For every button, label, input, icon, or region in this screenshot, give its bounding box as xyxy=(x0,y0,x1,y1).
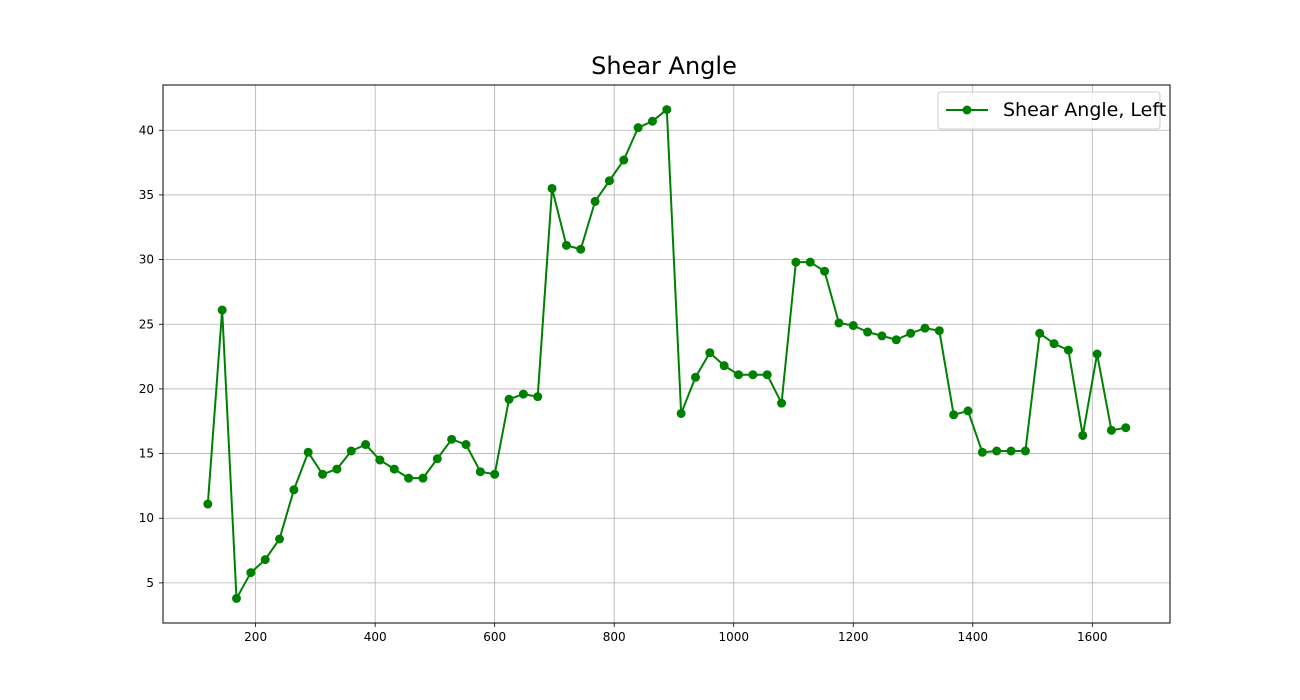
x-tick-label: 200 xyxy=(244,630,267,644)
data-point xyxy=(504,394,514,404)
data-point xyxy=(920,323,930,333)
data-point xyxy=(1035,328,1045,338)
y-tick-label: 30 xyxy=(139,253,154,267)
data-point xyxy=(203,499,213,509)
data-point xyxy=(748,370,758,380)
data-point xyxy=(533,392,543,402)
data-point xyxy=(490,469,500,479)
y-tick-label: 5 xyxy=(146,576,154,590)
y-tick-label: 15 xyxy=(139,447,154,461)
legend-box xyxy=(937,91,1161,130)
data-point xyxy=(361,440,371,450)
data-point xyxy=(949,410,959,420)
legend-label-shear-angle-left: Shear Angle, Left xyxy=(1003,99,1166,121)
data-point xyxy=(332,464,342,474)
data-point xyxy=(977,447,987,457)
data-point xyxy=(877,331,887,341)
data-point xyxy=(676,408,686,418)
y-tick-label: 10 xyxy=(139,511,154,525)
y-tick-label: 25 xyxy=(139,317,154,331)
plot-frame xyxy=(162,84,1171,624)
data-point xyxy=(260,555,270,565)
data-point xyxy=(1092,349,1102,359)
data-point xyxy=(1063,345,1073,355)
data-point xyxy=(777,398,787,408)
data-point xyxy=(662,105,672,115)
data-point xyxy=(762,370,772,380)
data-point xyxy=(705,348,715,358)
data-point xyxy=(820,266,830,276)
data-point xyxy=(590,196,600,206)
x-tick-label: 1200 xyxy=(838,630,869,644)
data-point xyxy=(1006,446,1016,456)
data-point xyxy=(805,257,815,267)
data-point xyxy=(906,328,916,338)
data-point xyxy=(1121,423,1131,433)
data-point xyxy=(633,123,643,133)
y-tick-label: 20 xyxy=(139,382,154,396)
y-tick-label: 40 xyxy=(139,123,154,137)
data-point xyxy=(1049,339,1059,349)
y-axis: 5 10 15 20 25 30 35 40 xyxy=(139,123,163,590)
x-tick-label: 1600 xyxy=(1077,630,1108,644)
data-point xyxy=(690,372,700,382)
data-point xyxy=(461,440,471,450)
data-point xyxy=(518,389,528,399)
data-point xyxy=(719,361,729,371)
data-point xyxy=(246,568,256,578)
data-point xyxy=(992,446,1002,456)
data-point xyxy=(318,469,328,479)
data-point xyxy=(447,434,457,444)
data-point xyxy=(232,593,242,603)
legend: Shear Angle, Left xyxy=(937,91,1166,130)
data-point xyxy=(303,447,313,457)
data-point xyxy=(561,240,571,250)
data-point xyxy=(848,321,858,331)
data-point xyxy=(863,327,873,337)
data-point xyxy=(1020,446,1030,456)
data-point xyxy=(346,446,356,456)
data-point xyxy=(389,464,399,474)
data-point xyxy=(891,335,901,345)
y-tick-label: 35 xyxy=(139,188,154,202)
data-point xyxy=(275,534,285,544)
data-point xyxy=(418,473,428,483)
data-point xyxy=(289,485,299,495)
data-point xyxy=(217,305,227,315)
data-point xyxy=(375,455,385,465)
data-point xyxy=(791,257,801,267)
data-point xyxy=(404,473,414,483)
data-point xyxy=(475,467,485,477)
x-tick-label: 1000 xyxy=(718,630,749,644)
series-line xyxy=(206,108,1126,600)
data-point xyxy=(432,454,442,464)
x-tick-label: 800 xyxy=(603,630,626,644)
data-point xyxy=(576,244,586,254)
data-point xyxy=(934,326,944,336)
data-point xyxy=(619,155,629,165)
x-axis: 200 400 600 800 1000 1200 1400 1600 xyxy=(244,623,1108,644)
data-point xyxy=(963,406,973,416)
x-tick-label: 1400 xyxy=(958,630,989,644)
chart-title: Shear Angle xyxy=(591,52,737,80)
data-point xyxy=(604,176,614,186)
data-point xyxy=(1078,430,1088,440)
grid-lines xyxy=(163,85,1170,623)
data-point xyxy=(734,370,744,380)
data-point xyxy=(1106,425,1116,435)
legend-marker-sample xyxy=(962,105,972,115)
data-point xyxy=(834,318,844,328)
data-point xyxy=(547,183,557,193)
x-tick-label: 400 xyxy=(364,630,387,644)
data-point xyxy=(647,116,657,126)
x-tick-label: 600 xyxy=(483,630,506,644)
series-layer xyxy=(203,105,1131,603)
